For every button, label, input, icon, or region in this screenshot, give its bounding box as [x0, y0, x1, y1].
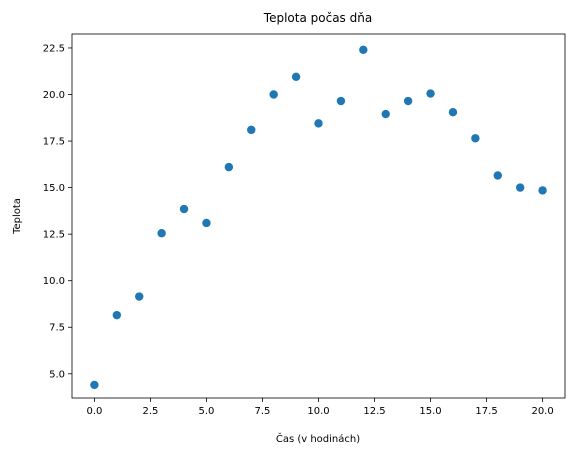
- scatter-point: [157, 229, 166, 238]
- x-tick-label: 12.5: [363, 406, 385, 417]
- scatter-point: [359, 45, 368, 55]
- y-tick-label: 15.0: [43, 183, 65, 194]
- x-tick-label: 7.5: [255, 406, 271, 417]
- scatter-point: [426, 89, 435, 98]
- scatter-point: [247, 125, 256, 135]
- scatter-point: [112, 310, 122, 320]
- x-tick-label: 10.0: [307, 406, 329, 417]
- x-tick-label: 20.0: [531, 406, 553, 417]
- x-tick-label: 2.5: [142, 406, 158, 417]
- scatter-point: [179, 204, 189, 214]
- x-tick-label: 15.0: [419, 406, 441, 417]
- scatter-point: [336, 96, 346, 106]
- scatter-point: [314, 119, 323, 128]
- y-tick-label: 22.5: [43, 43, 65, 54]
- scatter-point: [471, 134, 480, 143]
- scatter-point: [202, 218, 211, 228]
- scatter-point: [269, 90, 278, 99]
- scatter-point: [403, 96, 413, 106]
- scatter-point: [448, 107, 458, 117]
- plot-frame: [71, 33, 566, 399]
- y-tick-label: 17.5: [43, 137, 65, 148]
- y-axis-label: Teplota: [12, 198, 23, 235]
- x-tick-label: 0.0: [86, 406, 102, 417]
- scatter-point: [381, 109, 390, 119]
- x-tick-label: 17.5: [475, 406, 497, 417]
- y-tick-label: 12.5: [43, 230, 65, 241]
- y-tick-label: 20.0: [43, 90, 65, 101]
- x-tick-label: 5.0: [199, 406, 215, 417]
- y-tick-label: 10.0: [43, 276, 65, 287]
- scatter-point: [538, 186, 547, 195]
- y-tick-label: 7.5: [49, 323, 65, 334]
- scatter-point: [135, 292, 144, 301]
- x-axis-label: Čas (v hodinách): [276, 432, 360, 445]
- y-tick-label: 5.0: [49, 369, 65, 380]
- scatter-point: [515, 183, 525, 192]
- scatter-point: [90, 380, 99, 390]
- scatter-point: [493, 171, 502, 180]
- scatter-point: [291, 72, 301, 82]
- scatter-point: [224, 162, 234, 172]
- chart-title: Teplota počas dňa: [263, 11, 372, 25]
